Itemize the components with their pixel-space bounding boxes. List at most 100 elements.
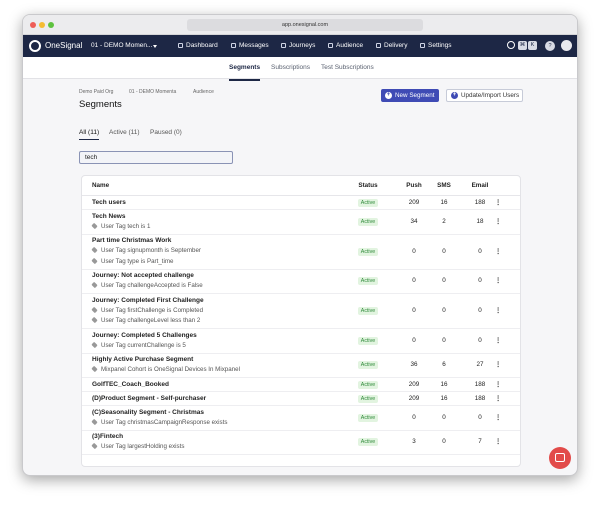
push-count: 36 (410, 361, 418, 369)
segment-row[interactable]: (3)Fintech User Tag largestHolding exists… (82, 431, 520, 455)
segment-row[interactable]: Highly Active Purchase Segment Mixpanel C… (82, 354, 520, 378)
push-count: 0 (412, 336, 416, 344)
filter-text: User Tag tech is 1 (101, 222, 151, 230)
avatar[interactable] (561, 40, 572, 51)
tag-icon (91, 222, 98, 229)
segment-name[interactable]: Tech users (92, 198, 126, 206)
segment-name[interactable]: Part time Christmas Work (92, 237, 172, 244)
chat-button[interactable] (549, 447, 571, 469)
shortcut-key: ⌘ (518, 41, 527, 50)
search-input[interactable]: tech (79, 151, 233, 164)
segment-row[interactable]: Part time Christmas Work User Tag signupm… (82, 235, 520, 270)
segment-row[interactable]: Journey: Not accepted challenge User Tag … (82, 270, 520, 294)
segment-row[interactable]: Tech News User Tag tech is 1 Active 34 2 18 ⋮ (82, 210, 520, 235)
nav-item[interactable]: Audience (328, 35, 364, 59)
table-body: Tech users Active 209 16 188 ⋮ Tech News User T… (82, 196, 520, 455)
status-badge: Active (357, 198, 379, 207)
segment-name[interactable]: Journey: Completed 5 Challenges (92, 331, 197, 339)
push-count: 209 (408, 394, 420, 402)
nav-icon (376, 42, 381, 48)
help-button[interactable]: ? (545, 41, 555, 51)
brand[interactable]: OneSignal (45, 41, 83, 50)
segment-name[interactable]: Journey: Not accepted challenge (92, 272, 194, 279)
status-cell: Active (350, 394, 386, 404)
status-cell: Active (350, 306, 386, 316)
column-header[interactable]: Name (92, 182, 110, 189)
tag-icon (91, 246, 98, 254)
segment-name[interactable]: (3)Fintech (92, 433, 124, 440)
segment-filter: User Tag largestHolding exists (82, 442, 520, 453)
segment-row[interactable]: Journey: Completed 5 Challenges User Tag … (82, 329, 520, 354)
filter-tab[interactable]: All (11) (79, 127, 100, 140)
push-count: 209 (408, 380, 420, 388)
segment-row[interactable]: (C)Seasonality Segment - Christmas User T… (82, 406, 520, 431)
row-menu[interactable]: ⋮ (494, 336, 502, 344)
segment-filter: Mixpanel Cohort is OneSignal Devices In … (82, 365, 520, 376)
filter-tab[interactable]: Paused (0) (150, 129, 182, 136)
nav-item[interactable]: Messages (231, 35, 269, 57)
row-menu[interactable]: ⋮ (494, 217, 502, 225)
search-icon[interactable] (507, 41, 515, 49)
row-menu[interactable]: ⋮ (494, 380, 502, 388)
segment-filter: User Tag christmasCampaignResponse exist… (82, 418, 520, 429)
app-selector[interactable]: 01 - DEMO Momen... (91, 42, 153, 49)
status-badge: Active (357, 277, 379, 286)
tab[interactable]: Segments (229, 57, 261, 81)
row-menu[interactable]: ⋮ (494, 247, 502, 255)
shortcut-key: K (528, 41, 537, 50)
status-cell: Active (350, 198, 386, 208)
status-badge: Active (357, 217, 379, 226)
breadcrumb-item[interactable]: Audience (193, 89, 214, 95)
segment-name[interactable]: Journey: Completed First Challenge (92, 296, 204, 304)
row-menu[interactable]: ⋮ (494, 277, 502, 285)
address-bar[interactable]: app.onesignal.com (187, 19, 423, 31)
nav-item[interactable]: Dashboard (178, 35, 218, 57)
segment-name[interactable]: Tech News (92, 212, 126, 220)
tab[interactable]: Test Subscriptions (321, 64, 374, 71)
nav-item[interactable]: Journeys (281, 35, 315, 57)
push-count: 3 (412, 438, 416, 446)
nav-item[interactable]: Delivery (376, 35, 407, 57)
status-badge: Active (357, 247, 379, 256)
segment-name[interactable]: (D)Product Segment - Self-purchaser (92, 394, 207, 402)
status-cell: Active (350, 380, 386, 390)
status-badge: Active (357, 394, 379, 403)
import-users-button[interactable]: + Update/Import Users (446, 89, 523, 102)
row-menu[interactable]: ⋮ (494, 307, 502, 314)
row-menu[interactable]: ⋮ (494, 438, 502, 446)
segment-row[interactable]: GolfTEC_Coach_Booked Active 209 16 188 ⋮ (82, 378, 520, 392)
tab[interactable]: Subscriptions (271, 64, 311, 71)
breadcrumb-item[interactable]: Demo Paid Org (79, 89, 114, 95)
page-title: Segments (79, 99, 122, 110)
zoom-button[interactable] (48, 22, 54, 28)
segment-filter: User Tag challengeAccepted is False (82, 281, 520, 292)
tag-icon (91, 306, 98, 313)
email-count: 0 (478, 277, 482, 285)
nav-icon (420, 42, 425, 48)
tag-icon (91, 341, 98, 348)
breadcrumb-item[interactable]: 01 - DEMO Momenta (129, 89, 177, 95)
close-button[interactable] (30, 22, 36, 28)
segment-row[interactable]: (D)Product Segment - Self-purchaser Activ… (82, 392, 520, 406)
minimize-button[interactable] (39, 22, 45, 28)
row-menu[interactable]: ⋮ (494, 198, 502, 206)
segment-name[interactable]: GolfTEC_Coach_Booked (92, 380, 169, 388)
sms-count: 16 (440, 380, 448, 388)
status-cell: Active (350, 437, 386, 447)
tag-icon (91, 442, 98, 450)
segment-name[interactable]: Highly Active Purchase Segment (92, 356, 194, 363)
row-menu[interactable]: ⋮ (494, 413, 502, 421)
row-menu[interactable]: ⋮ (494, 394, 502, 402)
push-count: 0 (412, 277, 416, 285)
segment-row[interactable]: Journey: Completed First Challenge User T… (82, 294, 520, 329)
sms-count: 2 (442, 217, 446, 225)
row-menu[interactable]: ⋮ (494, 361, 502, 369)
segment-row[interactable]: Tech users Active 209 16 188 ⋮ (82, 196, 520, 210)
segments-table: Name Status Push SMS Email Tech users Active 2… (81, 175, 521, 467)
new-segment-button[interactable]: + New Segment (381, 89, 439, 102)
nav-item[interactable]: Settings (420, 35, 452, 57)
segment-name[interactable]: (C)Seasonality Segment - Christmas (92, 408, 204, 416)
filter-tab[interactable]: Active (11) (109, 129, 140, 136)
browser-toolbar: app.onesignal.com (23, 15, 577, 35)
